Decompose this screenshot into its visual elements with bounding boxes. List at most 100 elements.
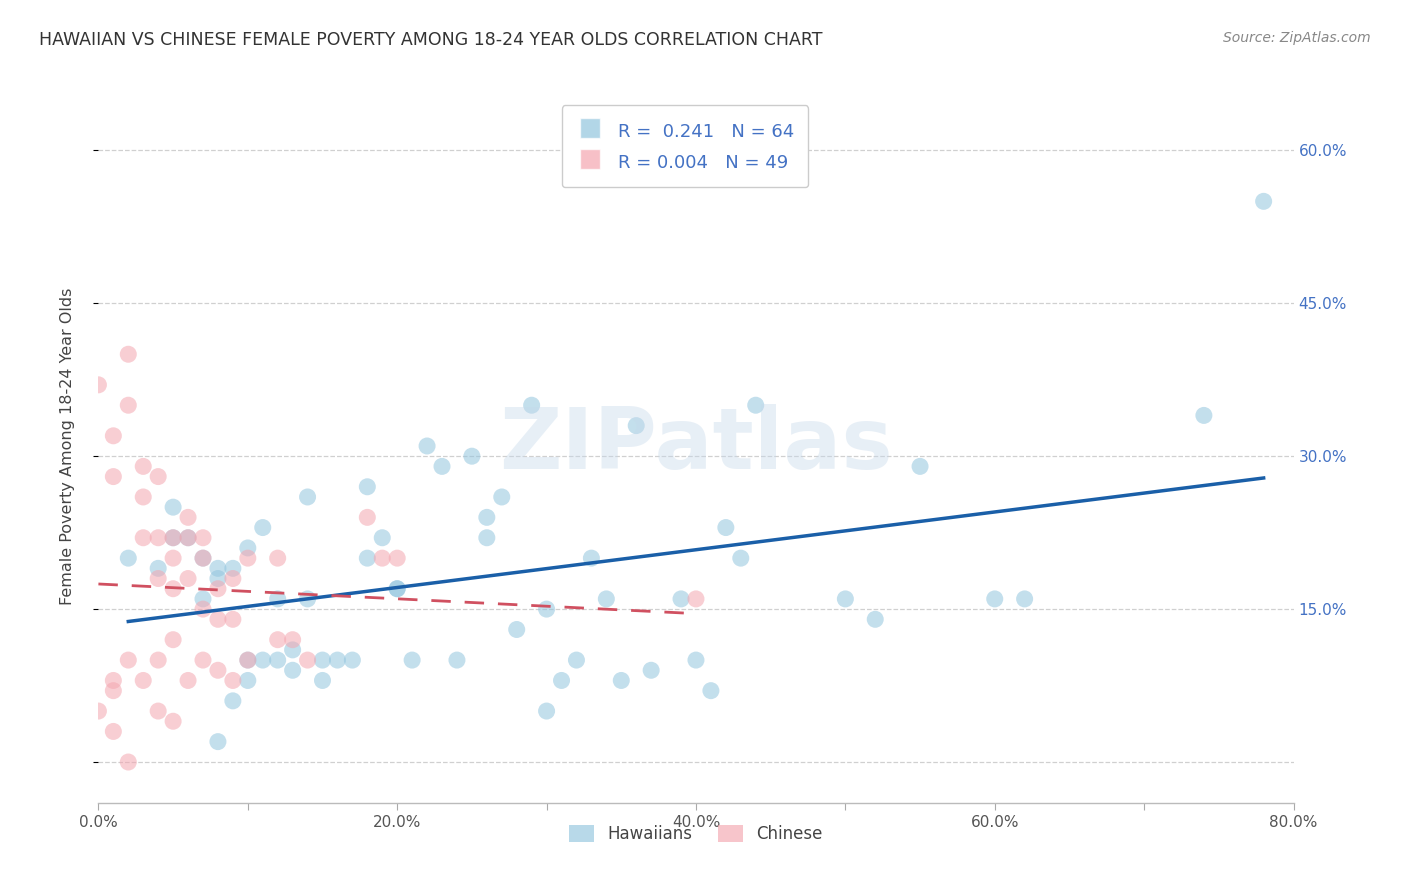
Point bbox=[236, 551, 259, 566]
Point bbox=[326, 653, 349, 667]
Text: Source: ZipAtlas.com: Source: ZipAtlas.com bbox=[1223, 31, 1371, 45]
Point bbox=[132, 673, 155, 688]
Point bbox=[267, 551, 290, 566]
Point bbox=[236, 541, 259, 555]
Point bbox=[162, 531, 184, 545]
Point bbox=[281, 663, 304, 677]
Point bbox=[430, 459, 453, 474]
Point bbox=[700, 683, 723, 698]
Point bbox=[103, 673, 125, 688]
Point bbox=[222, 694, 245, 708]
Point bbox=[581, 551, 603, 566]
Point bbox=[685, 591, 707, 606]
Point bbox=[162, 582, 184, 596]
Y-axis label: Female Poverty Among 18-24 Year Olds: Female Poverty Among 18-24 Year Olds bbox=[60, 287, 75, 605]
Point bbox=[595, 591, 617, 606]
Point bbox=[87, 704, 110, 718]
Point bbox=[1253, 194, 1275, 209]
Point bbox=[177, 510, 200, 524]
Point bbox=[222, 561, 245, 575]
Point bbox=[148, 572, 170, 586]
Point bbox=[103, 724, 125, 739]
Point bbox=[267, 591, 290, 606]
Point bbox=[148, 704, 170, 718]
Point bbox=[267, 653, 290, 667]
Point bbox=[626, 418, 648, 433]
Point bbox=[148, 561, 170, 575]
Point bbox=[207, 612, 229, 626]
Point bbox=[191, 591, 214, 606]
Point bbox=[162, 500, 184, 515]
Point bbox=[745, 398, 768, 412]
Text: HAWAIIAN VS CHINESE FEMALE POVERTY AMONG 18-24 YEAR OLDS CORRELATION CHART: HAWAIIAN VS CHINESE FEMALE POVERTY AMONG… bbox=[39, 31, 823, 49]
Point bbox=[669, 591, 692, 606]
Legend: Hawaiians, Chinese: Hawaiians, Chinese bbox=[561, 817, 831, 852]
Point bbox=[222, 572, 245, 586]
Point bbox=[177, 531, 200, 545]
Point bbox=[491, 490, 513, 504]
Point bbox=[865, 612, 887, 626]
Point bbox=[565, 653, 588, 667]
Point bbox=[342, 653, 364, 667]
Point bbox=[311, 653, 333, 667]
Point bbox=[252, 653, 274, 667]
Point bbox=[191, 653, 214, 667]
Point bbox=[311, 673, 333, 688]
Point bbox=[222, 673, 245, 688]
Point bbox=[281, 643, 304, 657]
Point bbox=[356, 480, 378, 494]
Point bbox=[177, 572, 200, 586]
Point bbox=[984, 591, 1007, 606]
Point bbox=[385, 551, 409, 566]
Point bbox=[148, 653, 170, 667]
Point bbox=[191, 602, 214, 616]
Point bbox=[610, 673, 633, 688]
Point bbox=[162, 551, 184, 566]
Point bbox=[356, 510, 378, 524]
Point bbox=[103, 429, 125, 443]
Point bbox=[236, 653, 259, 667]
Point bbox=[191, 531, 214, 545]
Point bbox=[550, 673, 572, 688]
Text: ZIPatlas: ZIPatlas bbox=[499, 404, 893, 488]
Point bbox=[162, 632, 184, 647]
Point bbox=[356, 551, 378, 566]
Point bbox=[267, 632, 290, 647]
Point bbox=[385, 582, 409, 596]
Point bbox=[281, 632, 304, 647]
Point bbox=[222, 612, 245, 626]
Point bbox=[191, 551, 214, 566]
Point bbox=[401, 653, 423, 667]
Point bbox=[162, 714, 184, 729]
Point bbox=[685, 653, 707, 667]
Point bbox=[834, 591, 856, 606]
Point bbox=[132, 490, 155, 504]
Point bbox=[177, 673, 200, 688]
Point bbox=[162, 531, 184, 545]
Point bbox=[640, 663, 662, 677]
Point bbox=[371, 531, 394, 545]
Point bbox=[475, 510, 498, 524]
Point bbox=[1192, 409, 1215, 423]
Point bbox=[252, 520, 274, 534]
Point bbox=[416, 439, 439, 453]
Point bbox=[371, 551, 394, 566]
Point bbox=[148, 469, 170, 483]
Point bbox=[117, 551, 139, 566]
Point bbox=[207, 582, 229, 596]
Point bbox=[117, 398, 139, 412]
Point bbox=[148, 531, 170, 545]
Point bbox=[536, 704, 558, 718]
Point bbox=[117, 755, 139, 769]
Point bbox=[297, 490, 319, 504]
Point bbox=[908, 459, 931, 474]
Point bbox=[117, 653, 139, 667]
Point bbox=[191, 551, 214, 566]
Point bbox=[506, 623, 529, 637]
Point bbox=[714, 520, 737, 534]
Point bbox=[446, 653, 468, 667]
Point bbox=[236, 653, 259, 667]
Point bbox=[207, 561, 229, 575]
Point bbox=[475, 531, 498, 545]
Point bbox=[207, 663, 229, 677]
